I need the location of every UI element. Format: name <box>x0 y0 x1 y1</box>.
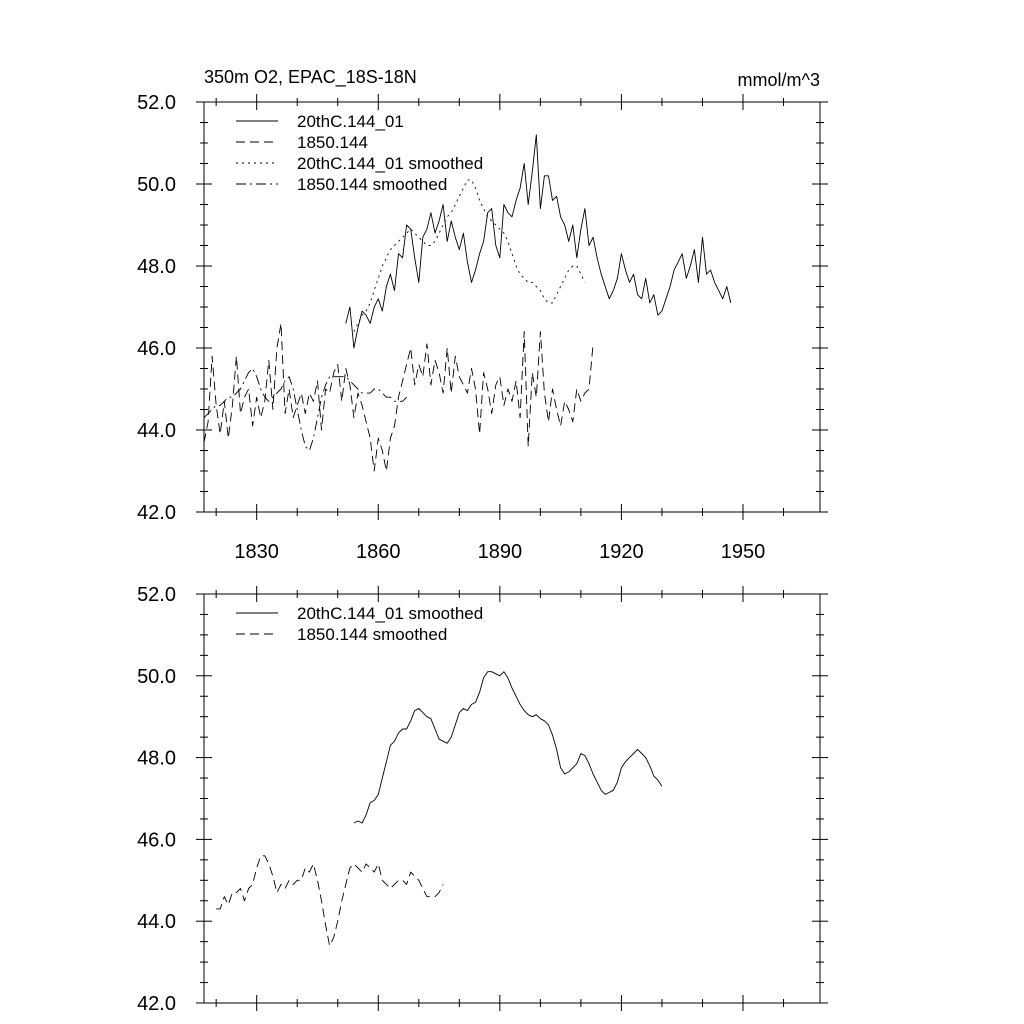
y-tick-label: 50.0 <box>137 174 176 196</box>
legend-label: 1850.144 smoothed <box>297 625 447 644</box>
y-tick-label: 50.0 <box>137 666 176 688</box>
series-line <box>203 368 407 451</box>
y-tick-label: 52.0 <box>137 92 176 114</box>
y-tick-label: 48.0 <box>137 748 176 770</box>
plot-frame <box>203 593 821 1004</box>
y-tick-label: 42.0 <box>137 993 176 1015</box>
y-tick-label: 42.0 <box>137 502 176 524</box>
y-tick-label: 52.0 <box>137 584 176 606</box>
legend-label: 1850.144 smoothed <box>297 175 447 194</box>
x-tick-label: 1890 <box>478 541 523 563</box>
top-panel: 42.0 44.0 46.0 48.0 50.0 52.0 1830 1860 1890 1920… <box>137 92 828 563</box>
y-tick-label: 46.0 <box>137 338 176 360</box>
units-label: mmol/m^3 <box>738 70 820 90</box>
series-line <box>203 322 594 472</box>
series-line <box>353 671 663 824</box>
series-line <box>216 855 444 947</box>
y-tick-label: 46.0 <box>137 829 176 851</box>
chart-title: 350m O2, EPAC_18S-18N <box>204 67 417 88</box>
y-tick-label: 44.0 <box>137 420 176 442</box>
series-line <box>345 134 732 349</box>
y-tick-label: 48.0 <box>137 256 176 278</box>
series-line <box>353 179 586 332</box>
x-tick-label: 1830 <box>234 541 279 563</box>
x-tick-label: 1920 <box>599 541 644 563</box>
y-tick-label: 44.0 <box>137 911 176 933</box>
legend-label: 20thC.144_01 <box>297 112 404 131</box>
x-tick-label: 1860 <box>356 541 401 563</box>
legend-label: 20thC.144_01 smoothed <box>297 154 483 173</box>
legend-label: 1850.144 <box>297 133 368 152</box>
bottom-panel: 42.0 44.0 46.0 48.0 50.0 52.0 20thC.144_01 smo… <box>137 584 828 1015</box>
legend-label: 20thC.144_01 smoothed <box>297 604 483 623</box>
x-tick-label: 1950 <box>721 541 766 563</box>
